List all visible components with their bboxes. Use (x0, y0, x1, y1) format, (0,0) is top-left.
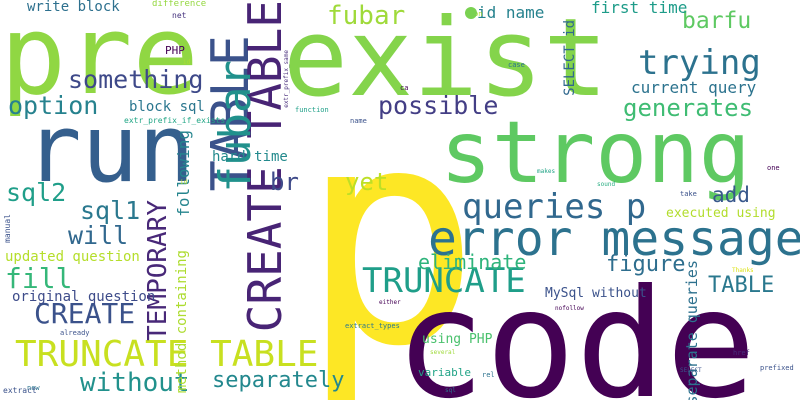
cloud-word: already (60, 329, 90, 337)
cloud-word: queries p (462, 187, 647, 227)
cloud-word: TRUNCATE TABLE (15, 334, 319, 375)
cloud-word: first time (591, 0, 688, 17)
cloud-word: br (270, 168, 299, 196)
cloud-word: block sql (129, 99, 205, 115)
cloud-word: separate queries (683, 260, 701, 400)
cloud-word: MySql without (545, 286, 647, 301)
cloud-word: TEMPORARY (143, 200, 173, 341)
cloud-word: sql (445, 387, 456, 394)
cloud-word: fubar (327, 1, 406, 31)
cloud-word: trying (638, 43, 761, 83)
cloud-word: eliminate (418, 250, 527, 274)
cloud-word: on (474, 10, 483, 18)
cloud-word: PHP (165, 44, 185, 57)
cloud-word: exist (283, 0, 609, 121)
cloud-word: barfu (682, 8, 752, 34)
cloud-word: makes (537, 168, 556, 175)
cloud-word: code (395, 258, 757, 400)
cloud-word: pre (0, 0, 199, 119)
cloud-word: yet (345, 168, 389, 196)
cloud-word: generates (623, 94, 754, 122)
cloud-word: run (25, 95, 195, 204)
cloud-word: possible (378, 91, 499, 120)
cloud-word: case (508, 61, 525, 69)
cloud-word: p (300, 63, 481, 400)
cloud-word: new (27, 384, 40, 392)
cloud-word: executed using (666, 206, 776, 221)
cloud-word: TRUNCATE (362, 261, 526, 301)
cloud-word: id (183, 59, 191, 66)
cloud-word: will (68, 221, 129, 250)
cloud-word: sound (597, 181, 616, 188)
cloud-word: extract_types (345, 322, 400, 330)
cloud-word: original question (12, 289, 156, 305)
decorative-dot (465, 7, 477, 19)
cloud-word: net (172, 11, 187, 20)
cloud-word: id (180, 179, 188, 186)
cloud-word: difference (152, 0, 207, 9)
cloud-word: without (80, 368, 190, 398)
cloud-word: SELECT (680, 367, 702, 374)
cloud-word: manual (3, 214, 12, 243)
cloud-word: one (767, 164, 780, 172)
cloud-word: extr_prefix_same (283, 50, 290, 108)
cloud-word: fubar (210, 60, 261, 193)
cloud-word: option (8, 91, 99, 120)
cloud-word: id name (477, 3, 545, 22)
cloud-word: current query (631, 78, 757, 97)
cloud-word: CREATE (34, 297, 136, 330)
cloud-word: method containing (174, 250, 190, 394)
cloud-word: either (379, 299, 401, 306)
cloud-word: Thanks (732, 267, 754, 274)
cloud-word: href (733, 349, 750, 357)
cloud-word: TABLE (708, 273, 775, 298)
cloud-word: sql2 (6, 178, 67, 207)
cloud-word: extract (3, 386, 37, 395)
cloud-word: figure (606, 252, 686, 277)
cloud-word: sql1 (80, 196, 141, 225)
cloud-word: prefixed (760, 364, 794, 372)
cloud-word: error message (428, 211, 800, 267)
cloud-word: several (430, 349, 456, 356)
cloud-word: separately (212, 368, 345, 393)
cloud-word: strong (440, 103, 751, 203)
cloud-word: something (68, 65, 204, 94)
cloud-word: ca (400, 84, 409, 92)
cloud-word: function (295, 106, 329, 114)
cloud-word: following (174, 130, 193, 217)
cloud-word: updated question (5, 249, 140, 265)
cloud-word: take (680, 190, 697, 198)
cloud-word: variable (418, 366, 471, 379)
cloud-word: hard time (212, 149, 288, 165)
cloud-word: using PHP (422, 332, 493, 347)
cloud-word: nofollow (555, 305, 584, 312)
cloud-word: extr_prefix_if_exists (124, 116, 226, 125)
cloud-word: write block (27, 0, 120, 15)
cloud-word: add (712, 183, 750, 207)
cloud-word: rel (482, 371, 495, 379)
cloud-word: fill (5, 262, 73, 295)
cloud-word: SELECT id (562, 20, 578, 96)
cloud-word: name (350, 117, 367, 125)
